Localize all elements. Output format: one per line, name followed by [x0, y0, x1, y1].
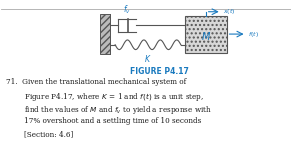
- Bar: [100, 14, 110, 54]
- Text: $f_v$: $f_v$: [123, 3, 131, 16]
- Text: $K$: $K$: [144, 52, 152, 63]
- Text: $f(t)$: $f(t)$: [248, 30, 258, 39]
- Text: find the values of $M$ and $f_v$ to yield a response with: find the values of $M$ and $f_v$ to yiel…: [24, 104, 211, 116]
- Text: 71.  Given the translational mechanical system of: 71. Given the translational mechanical s…: [6, 78, 186, 86]
- Text: $M$: $M$: [201, 30, 211, 42]
- Text: FIGURE P4.17: FIGURE P4.17: [131, 67, 190, 76]
- Text: Figure P4.17, where $K$ = 1 and $f(t)$ is a unit step,: Figure P4.17, where $K$ = 1 and $f(t)$ i…: [24, 91, 204, 103]
- Text: 17% overshoot and a settling time of 10 seconds: 17% overshoot and a settling time of 10 …: [24, 117, 201, 125]
- Text: $x(t)$: $x(t)$: [223, 7, 235, 16]
- Text: [Section: 4.6]: [Section: 4.6]: [24, 130, 73, 138]
- Bar: [185, 16, 227, 52]
